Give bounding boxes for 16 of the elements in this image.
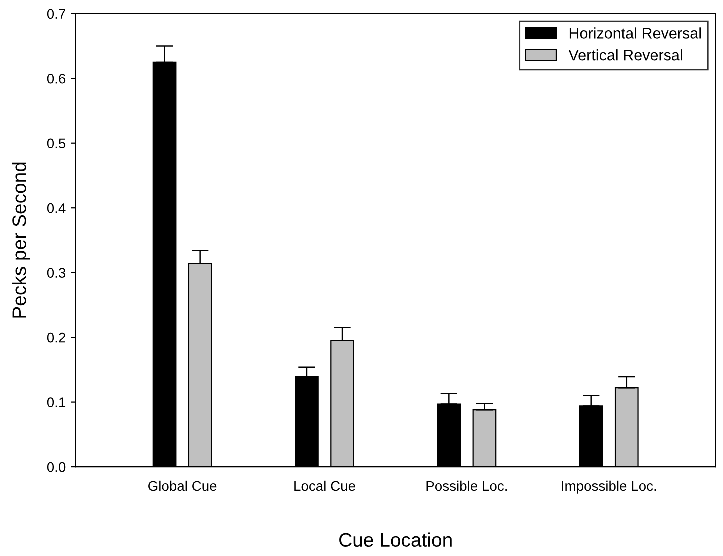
legend-label: Vertical Reversal	[568, 50, 682, 61]
x-tick-label: Impossible Loc.	[562, 480, 656, 494]
x-tick-label: Global Cue	[148, 480, 217, 492]
y-tick-label: 0.4	[47, 203, 66, 214]
y-tick-label: 0.3	[47, 268, 66, 278]
x-tick-label: Local Cue	[294, 480, 356, 492]
y-tick-label: 0.0	[47, 462, 66, 472]
legend-label: Horizontal Reversal	[570, 28, 702, 39]
y-tick-label: 0.6	[47, 74, 66, 84]
y-tick-label: 0.5	[47, 138, 66, 149]
y-tick-label: 0.2	[47, 332, 66, 343]
x-axis-title: Cue Location	[340, 532, 452, 548]
x-tick-label: Possible Loc.	[426, 480, 507, 492]
y-tick-label: 0.1	[47, 398, 66, 408]
y-axis-title: Pecks per Second	[12, 162, 30, 318]
y-tick-label: 0.7	[47, 9, 66, 20]
